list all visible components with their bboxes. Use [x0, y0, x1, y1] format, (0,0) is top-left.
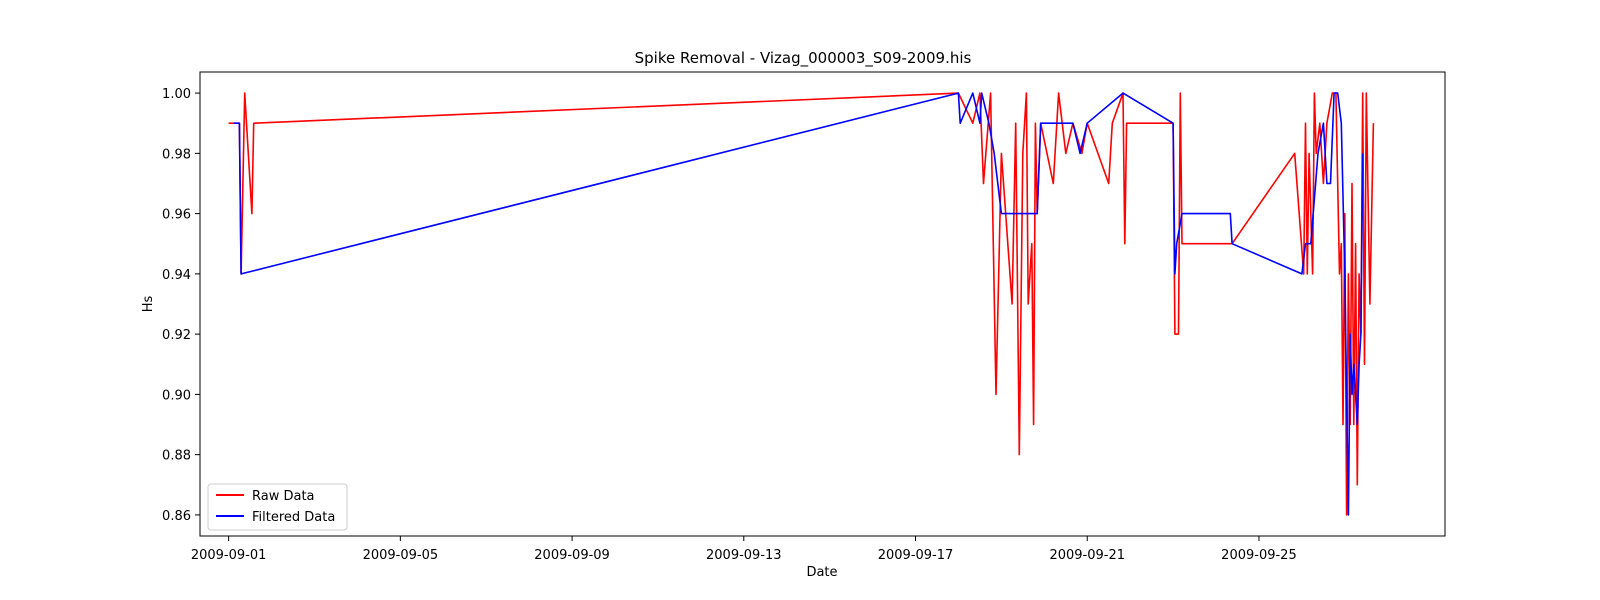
y-tick-label: 1.00 — [162, 87, 191, 102]
x-tick-label: 2009-09-05 — [363, 548, 439, 563]
series-line-filtered-data — [234, 92, 1364, 516]
x-tick-label: 2009-09-01 — [191, 548, 267, 563]
x-tick-label: 2009-09-17 — [878, 548, 954, 563]
legend-label-raw-data: Raw Data — [252, 489, 315, 504]
chart-title: Spike Removal - Vizag_000003_S09-2009.hi… — [635, 49, 972, 68]
plot-lines — [228, 92, 1375, 516]
x-tick-label: 2009-09-25 — [1221, 548, 1297, 563]
y-tick-label: 0.94 — [162, 268, 191, 283]
x-tick-label: 2009-09-09 — [534, 548, 610, 563]
y-tick-label: 0.96 — [162, 208, 191, 223]
plot-area-frame — [199, 71, 1446, 537]
legend: Raw Data Filtered Data — [207, 483, 348, 531]
y-axis-ticks: 0.86 0.88 0.90 0.92 0.94 0.96 0.98 1.00 — [162, 87, 200, 524]
y-tick-label: 0.98 — [162, 147, 191, 162]
y-tick-label: 0.86 — [162, 509, 191, 524]
y-tick-label: 0.90 — [162, 388, 191, 403]
y-axis-label: Hs — [141, 296, 156, 313]
y-tick-label: 0.92 — [162, 328, 191, 343]
y-tick-label: 0.88 — [162, 449, 191, 464]
legend-label-filtered-data: Filtered Data — [252, 510, 335, 525]
x-tick-label: 2009-09-13 — [706, 548, 782, 563]
x-axis-ticks: 2009-09-01 2009-09-05 2009-09-09 2009-09-13… — [191, 536, 1297, 563]
x-axis-label: Date — [806, 565, 837, 580]
x-tick-label: 2009-09-21 — [1049, 548, 1125, 563]
